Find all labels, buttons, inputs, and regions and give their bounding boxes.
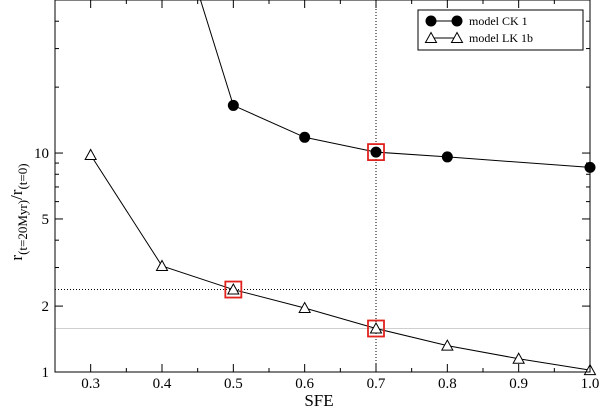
x-tick-label-0: 0.3 (81, 376, 100, 392)
series-lines (90, 0, 591, 371)
marker-s0-p1 (227, 99, 239, 111)
legend-label-lk1b: model LK 1b (469, 31, 533, 45)
x-tick-labels: 0.3 0.4 0.5 0.6 0.7 0.8 0.9 1.0 (81, 376, 599, 392)
legend-box (417, 9, 584, 51)
y-tick-label-1: 2 (42, 299, 50, 315)
y-axis-title: r(t=20Myr)/r(t=0) (7, 163, 30, 260)
y-tick-labels: 1 2 5 10 (34, 146, 49, 381)
y-axis-title-sub2: (t=0) (15, 163, 30, 189)
y-tick-label-2: 5 (42, 212, 50, 228)
x-tick-label-6: 0.9 (509, 376, 528, 392)
marker-s0-p4 (441, 151, 453, 163)
x-tick-label-2: 0.5 (224, 376, 243, 392)
plot-frame (54, 0, 591, 373)
marker-s1-p3 (298, 301, 312, 314)
marker-s1-p5 (440, 339, 454, 351)
marker-s1-p2 (226, 283, 240, 295)
axis-ticks (54, 0, 591, 373)
y-tick-label-3: 10 (34, 146, 49, 162)
x-axis-title: SFE (304, 391, 333, 410)
marker-s0-p3 (370, 146, 382, 158)
highlight-box-0 (224, 280, 243, 299)
series-line-0 (199, 0, 591, 168)
legend-marker-lk1b-left (424, 31, 438, 43)
highlight-box-1 (367, 143, 385, 161)
marker-s1-p0 (84, 148, 98, 160)
highlight-box-2 (367, 319, 385, 338)
series-line-1 (90, 154, 591, 371)
x-tick-label-7: 1.0 (581, 376, 600, 392)
x-tick-label-4: 0.7 (367, 376, 386, 392)
legend: model CK 1 model LK 1b (417, 9, 584, 51)
reference-lines (55, 0, 590, 372)
marker-s1-p4 (369, 321, 383, 334)
x-tick-label-1: 0.4 (153, 376, 172, 392)
highlight-boxes (224, 143, 385, 338)
y-axis-title-main: r (7, 255, 26, 261)
marker-s1-p6 (512, 352, 526, 364)
y-tick-label-0: 1 (42, 365, 50, 381)
legend-marker-ck1-right (451, 15, 463, 27)
legend-marker-lk1b-right (450, 31, 464, 43)
x-tick-label-5: 0.8 (438, 376, 457, 392)
series-markers (84, 99, 597, 376)
x-tick-label-3: 0.6 (295, 376, 314, 392)
marker-s1-p1 (155, 259, 169, 271)
legend-marker-ck1-left (425, 15, 437, 27)
marker-s0-p2 (299, 131, 311, 143)
legend-label-ck1: model CK 1 (469, 14, 528, 28)
y-axis-title-sub1: (t=20Myr) (15, 200, 30, 255)
y-axis-title-slash: /r (7, 189, 26, 200)
